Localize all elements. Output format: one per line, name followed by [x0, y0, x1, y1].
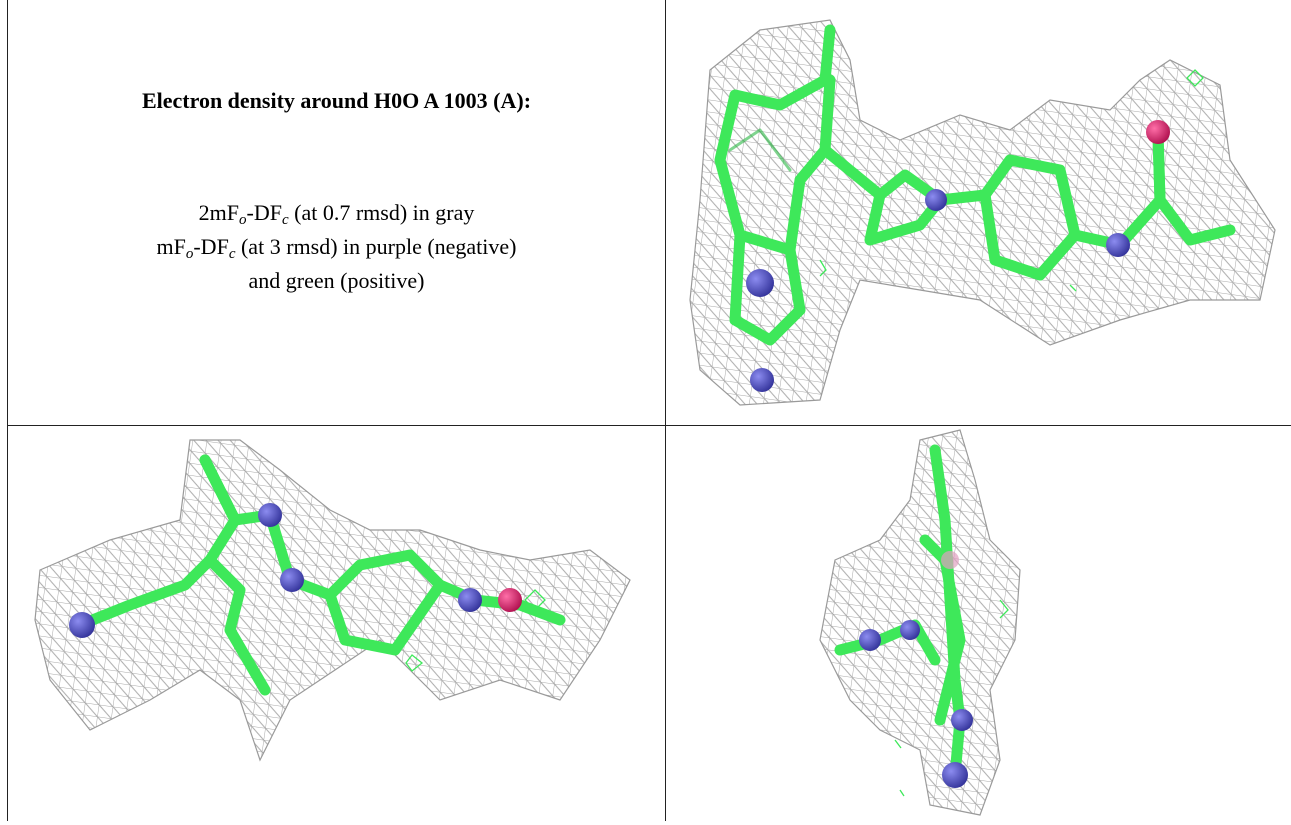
density-panel — [34, 439, 631, 762]
table-border — [7, 425, 1291, 426]
caption-lines: 2mFo-DFc (at 0.7 rmsd) in gray mFo-DFc (a… — [8, 196, 665, 298]
text-run: (at 0.7 rmsd) in gray — [288, 200, 475, 225]
subscript: o — [185, 246, 194, 262]
caption-line: 2mFo-DFc (at 0.7 rmsd) in gray — [8, 196, 665, 230]
caption-line: mFo-DFc (at 3 rmsd) in purple (negative) — [8, 230, 665, 264]
subscript: c — [228, 246, 236, 262]
text-run: -DF — [246, 200, 282, 225]
caption-title: Electron density around H0O A 1003 (A): — [141, 88, 532, 113]
text-run: mF — [156, 234, 186, 259]
text-run: -DF — [193, 234, 229, 259]
text-run: 2mF — [198, 200, 239, 225]
subscript: c — [281, 212, 289, 228]
table-border — [665, 0, 666, 821]
density-panel — [689, 19, 1276, 406]
text-run: and green (positive) — [248, 268, 425, 293]
text-run: (at 3 rmsd) in purple (negative) — [235, 234, 517, 259]
caption-line: and green (positive) — [8, 264, 665, 298]
subscript: o — [239, 212, 247, 228]
density-panel — [819, 429, 1021, 816]
table-border — [7, 0, 8, 821]
